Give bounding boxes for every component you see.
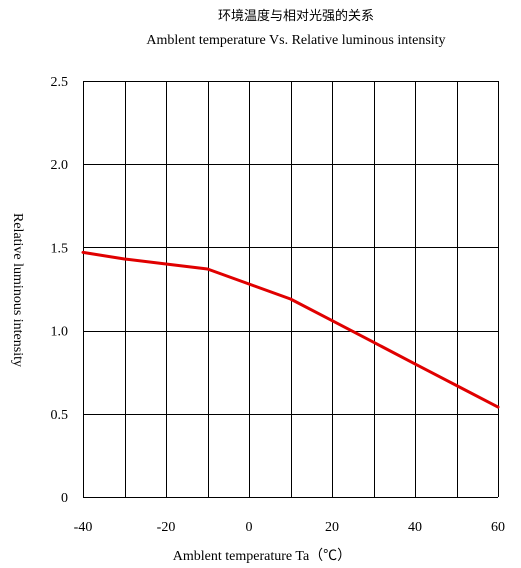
x-tick-label: 60 xyxy=(491,520,505,535)
y-tick-label: 2.0 xyxy=(51,158,69,173)
x-axis-label: Amblent temperature Ta（℃） xyxy=(173,548,351,564)
y-axis-label: Relative luminous intensity xyxy=(10,213,25,367)
y-tick-labels: 0 0.5 1.0 1.5 2.0 2.5 xyxy=(51,75,69,506)
y-tick-label: 0 xyxy=(61,491,68,506)
chart-subtitle: Amblent temperature Vs. Relative luminou… xyxy=(146,33,445,48)
chart-title: 环境温度与相对光强的关系 xyxy=(218,8,374,24)
x-tick-label: -20 xyxy=(157,520,176,535)
x-tick-labels: -40 -20 0 20 40 60 xyxy=(74,520,505,535)
series-line xyxy=(81,250,500,409)
y-tick-label: 1.0 xyxy=(51,325,69,340)
x-tick-label: 20 xyxy=(325,520,339,535)
x-tick-label: 0 xyxy=(246,520,253,535)
y-tick-label: 2.5 xyxy=(51,75,69,90)
x-tick-label: -40 xyxy=(74,520,93,535)
series-layer xyxy=(81,250,500,409)
y-tick-label: 1.5 xyxy=(51,241,69,256)
x-tick-label: 40 xyxy=(408,520,422,535)
plot-grid xyxy=(83,81,499,498)
y-tick-label: 0.5 xyxy=(51,408,69,423)
